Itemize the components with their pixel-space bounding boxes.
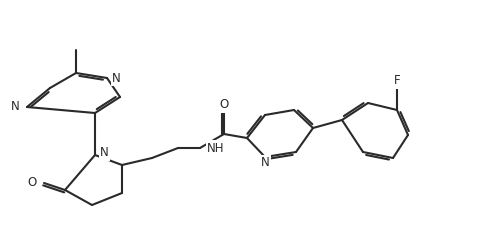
Text: N: N xyxy=(100,147,109,160)
Text: O: O xyxy=(28,177,37,190)
Text: NH: NH xyxy=(207,142,224,155)
Text: O: O xyxy=(220,98,228,112)
Text: N: N xyxy=(261,156,269,169)
Text: F: F xyxy=(394,74,400,87)
Text: N: N xyxy=(112,71,121,85)
Text: N: N xyxy=(11,101,20,114)
